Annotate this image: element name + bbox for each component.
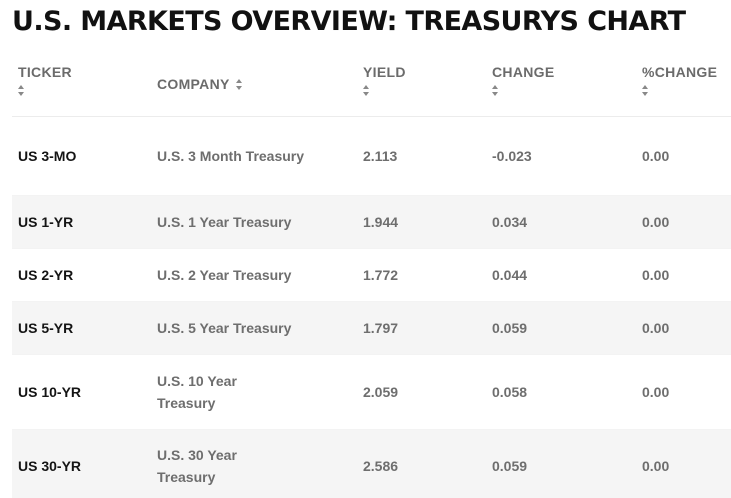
column-header-label: YIELD <box>363 64 406 80</box>
table-row[interactable]: US 1-YR U.S. 1 Year Treasury 1.944 0.034… <box>12 196 731 249</box>
sort-arrows-icon[interactable] <box>235 78 244 92</box>
ticker-cell[interactable]: US 30-YR <box>18 458 82 474</box>
yield-cell: 1.944 <box>363 214 399 230</box>
table-row[interactable]: US 3-MO U.S. 3 Month Treasury 2.113 -0.0… <box>12 117 731 196</box>
sort-arrows-icon[interactable] <box>18 84 26 98</box>
table-row[interactable]: US 2-YR U.S. 2 Year Treasury 1.772 0.044… <box>12 249 731 302</box>
company-cell: U.S. 2 Year Treasury <box>157 267 292 283</box>
yield-cell: 1.772 <box>363 267 399 283</box>
column-header-label: TICKER <box>18 64 72 80</box>
pct-change-cell: 0.00 <box>642 148 670 164</box>
change-cell: 0.058 <box>492 384 528 400</box>
change-cell: -0.023 <box>492 148 532 164</box>
pct-change-cell: 0.00 <box>642 267 670 283</box>
column-header-label: %CHANGE <box>642 64 718 80</box>
change-cell: 0.059 <box>492 320 528 336</box>
ticker-cell[interactable]: US 3-MO <box>18 148 77 164</box>
pct-change-cell: 0.00 <box>642 458 670 474</box>
yield-cell: 1.797 <box>363 320 399 336</box>
pct-change-cell: 0.00 <box>642 214 670 230</box>
column-header-company[interactable]: COMPANY <box>157 76 244 92</box>
change-cell: 0.059 <box>492 458 528 474</box>
column-header-label: CHANGE <box>492 64 555 80</box>
company-cell: U.S. 3 Month Treasury <box>157 148 305 164</box>
table-header: TICKER COMPANY YIELD CHANGE %CHANGE <box>12 54 731 117</box>
column-header-pct-change[interactable]: %CHANGE <box>642 64 717 98</box>
table-row[interactable]: US 30-YR U.S. 30 Year Treasury 2.586 0.0… <box>12 430 731 498</box>
ticker-cell[interactable]: US 2-YR <box>18 267 74 283</box>
treasurys-table: TICKER COMPANY YIELD CHANGE %CHANGE US 3… <box>12 54 731 498</box>
page-title: U.S. MARKETS OVERVIEW: TREASURYS CHART <box>12 6 686 37</box>
company-cell: U.S. 10 Year Treasury <box>157 373 237 411</box>
change-cell: 0.044 <box>492 267 528 283</box>
yield-cell: 2.586 <box>363 458 399 474</box>
company-cell: U.S. 1 Year Treasury <box>157 214 292 230</box>
ticker-cell[interactable]: US 5-YR <box>18 320 74 336</box>
pct-change-cell: 0.00 <box>642 320 670 336</box>
sort-arrows-icon[interactable] <box>363 84 371 98</box>
sort-arrows-icon[interactable] <box>642 84 650 98</box>
company-cell: U.S. 5 Year Treasury <box>157 320 292 336</box>
change-cell: 0.034 <box>492 214 528 230</box>
yield-cell: 2.113 <box>363 148 398 164</box>
column-header-change[interactable]: CHANGE <box>492 64 554 98</box>
table-row[interactable]: US 5-YR U.S. 5 Year Treasury 1.797 0.059… <box>12 302 731 355</box>
column-header-yield[interactable]: YIELD <box>363 64 406 98</box>
pct-change-cell: 0.00 <box>642 384 670 400</box>
yield-cell: 2.059 <box>363 384 399 400</box>
column-header-label: COMPANY <box>157 76 230 92</box>
column-header-ticker[interactable]: TICKER <box>18 64 72 98</box>
ticker-cell[interactable]: US 10-YR <box>18 384 82 400</box>
ticker-cell[interactable]: US 1-YR <box>18 214 74 230</box>
sort-arrows-icon[interactable] <box>492 84 500 98</box>
company-cell: U.S. 30 Year Treasury <box>157 447 237 485</box>
table-row[interactable]: US 10-YR U.S. 10 Year Treasury 2.059 0.0… <box>12 355 731 430</box>
